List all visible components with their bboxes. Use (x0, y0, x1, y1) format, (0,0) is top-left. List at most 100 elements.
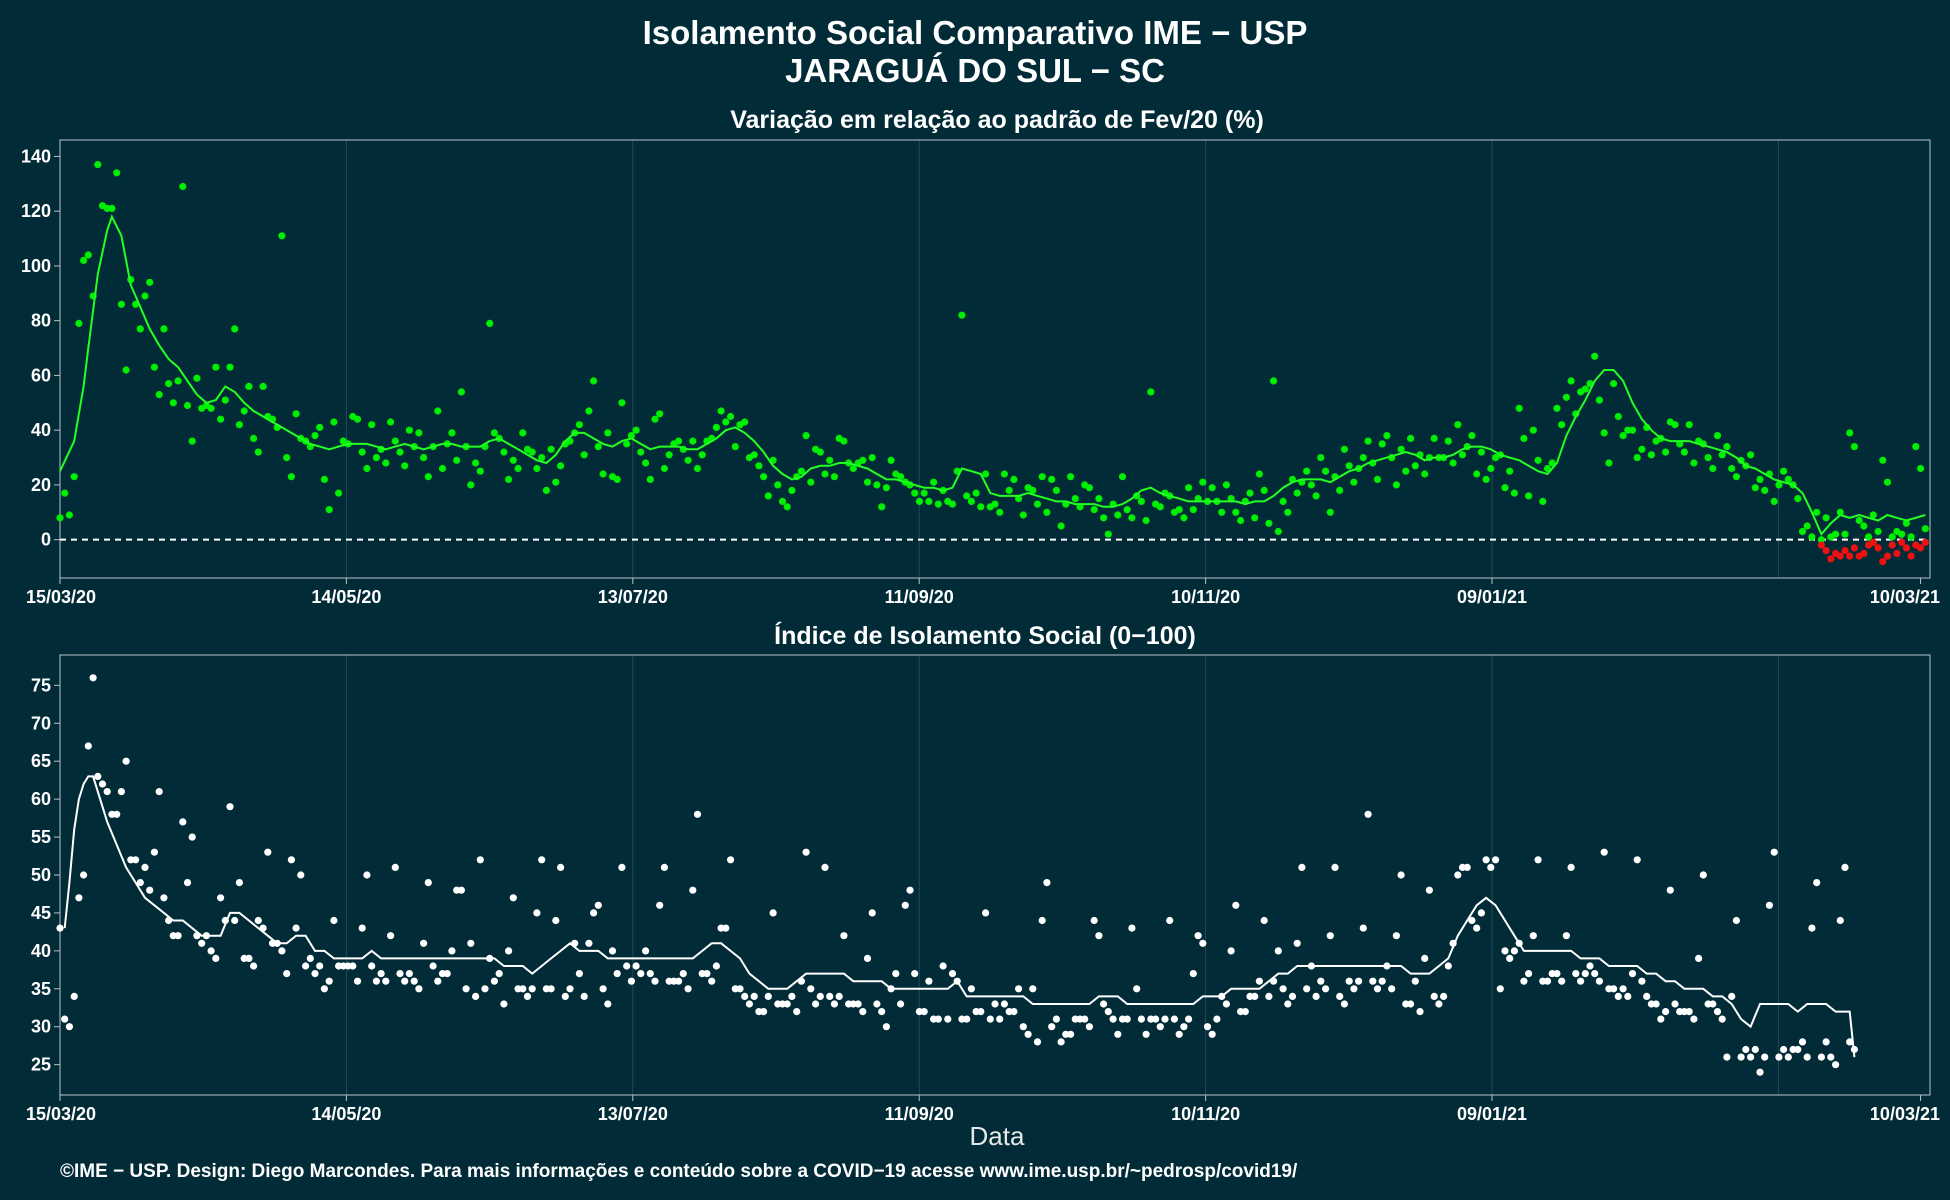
data-point (457, 388, 465, 396)
y-tick-label: 120 (21, 201, 51, 221)
data-point (1312, 492, 1320, 500)
data-point (1440, 992, 1448, 1001)
data-point (684, 456, 692, 464)
data-point (1232, 508, 1240, 516)
data-point (1345, 977, 1353, 985)
data-point (901, 901, 909, 909)
negative-data-point (1917, 544, 1925, 552)
data-point (1322, 985, 1330, 993)
data-point (1633, 856, 1641, 864)
data-point (623, 440, 631, 448)
data-point (642, 459, 650, 467)
data-point (778, 497, 787, 505)
data-point (1921, 525, 1929, 533)
data-point (882, 1023, 891, 1031)
data-point (972, 489, 980, 497)
data-point (1539, 497, 1547, 505)
data-point (769, 909, 777, 917)
data-point (1808, 533, 1816, 541)
data-point (1496, 985, 1504, 993)
data-point (1241, 1008, 1249, 1016)
data-point (1378, 440, 1386, 448)
data-point (1293, 489, 1301, 497)
footer-caption: ©IME − USP. Design: Diego Marcondes. Par… (60, 1161, 1298, 1182)
data-point (1510, 947, 1518, 955)
data-point (330, 418, 338, 426)
x-tick-label: 14/05/20 (311, 1104, 381, 1124)
data-point (1728, 464, 1736, 473)
data-point (1614, 992, 1622, 1001)
data-point (1312, 992, 1320, 1001)
data-point (1761, 486, 1769, 494)
data-point (575, 970, 584, 978)
data-point (476, 467, 484, 475)
data-point (1222, 481, 1230, 489)
x-axis-label: Data (970, 1121, 1025, 1151)
data-point (996, 508, 1004, 516)
data-point (509, 894, 517, 902)
data-point (1364, 810, 1372, 818)
data-point (349, 962, 357, 970)
data-point (1699, 871, 1707, 879)
data-point (1487, 863, 1495, 872)
x-tick-label: 11/09/20 (885, 587, 954, 607)
y-tick-label: 70 (31, 713, 51, 733)
data-point (438, 464, 447, 473)
data-point (1888, 533, 1896, 541)
data-point (1100, 514, 1108, 522)
data-point (1378, 977, 1386, 985)
data-point (1482, 475, 1490, 483)
data-point (1751, 1045, 1759, 1054)
data-point (1600, 429, 1608, 437)
data-point (1081, 1015, 1089, 1023)
data-point (481, 985, 489, 993)
data-point (1454, 421, 1462, 429)
data-point (920, 489, 928, 497)
data-point (94, 161, 102, 169)
data-point (1671, 421, 1679, 429)
data-point (358, 924, 366, 932)
data-point (311, 432, 319, 440)
data-point (1619, 432, 1627, 440)
data-point (424, 879, 432, 887)
data-point (89, 674, 97, 682)
data-point (405, 970, 413, 978)
data-point (146, 886, 154, 894)
data-point (911, 970, 919, 978)
data-point (141, 292, 149, 300)
data-point (1317, 454, 1325, 462)
negative-data-point (1846, 552, 1854, 560)
data-point (665, 451, 673, 459)
data-point (1680, 448, 1688, 456)
data-point (750, 451, 758, 459)
data-point (1303, 985, 1311, 993)
data-point (287, 473, 295, 481)
data-point (1161, 1015, 1169, 1023)
data-point (514, 464, 522, 473)
data-point (1208, 484, 1216, 492)
data-point (1468, 916, 1476, 925)
data-point (566, 985, 574, 993)
data-point (906, 886, 914, 894)
data-point (1534, 456, 1542, 464)
data-point (150, 848, 158, 856)
data-point (1869, 511, 1877, 519)
data-point (1407, 434, 1415, 442)
data-point (745, 1000, 754, 1008)
data-point (1156, 503, 1164, 511)
data-point (1373, 475, 1382, 483)
negative-data-point (1869, 538, 1877, 547)
y-tick-label: 20 (31, 475, 51, 495)
x-tick-label: 10/11/20 (1171, 1104, 1240, 1124)
data-point (217, 415, 225, 423)
negative-data-point (1921, 538, 1929, 547)
data-point (1718, 451, 1726, 459)
data-point (254, 916, 262, 925)
y-tick-label: 40 (31, 941, 51, 961)
data-point (802, 432, 810, 440)
data-point (363, 464, 371, 473)
data-point (1600, 848, 1608, 856)
data-point (1813, 879, 1821, 887)
data-point (911, 489, 919, 497)
y-tick-label: 25 (31, 1055, 51, 1075)
